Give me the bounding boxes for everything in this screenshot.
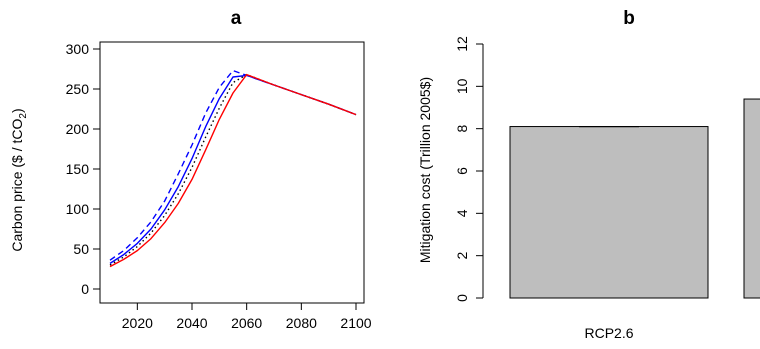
y-axis-label: Carbon price ($ / tCO2) [9,108,29,251]
y-tick-label: 8 [454,125,470,133]
series-line [109,73,357,268]
y-tick-label: 4 [454,209,470,217]
y-tick-label: 10 [454,78,470,94]
y-tick-label: 50 [73,241,89,257]
x-axis: 2020 2040 2060 2080 2100 [122,303,372,331]
y-tick-label: 150 [66,161,90,177]
x-tick-label: 2080 [286,315,317,331]
y-axis-label: Mitigation cost (Trillion 2005$) [417,77,433,263]
plot-frame [99,41,365,304]
category-label: RCP2.6 [584,325,633,341]
x-tick-label: 2100 [340,315,371,331]
chart-title: b [623,8,635,29]
series-lines [109,69,357,268]
bar-chart-panel: b 0 2 4 6 8 10 12 RCP2.6RCP2.6_PCF Mitigation … [417,8,760,341]
y-tick-label: 250 [66,81,90,97]
series-line [109,74,357,264]
bar [743,98,760,299]
y-tick-label: 0 [81,281,89,297]
y-axis: 0 2 4 6 8 10 12 [454,36,484,302]
y-tick-label: 300 [66,41,90,57]
x-tick-label: 2060 [231,315,262,331]
y-axis: 0 50 100 150 200 250 300 [66,41,100,297]
chart-title: a [231,8,242,29]
y-tick-label: 12 [454,36,470,52]
bars [509,98,760,299]
y-tick-label: 200 [66,121,90,137]
x-tick-label: 2020 [122,315,153,331]
x-axis-labels: RCP2.6RCP2.6_PCF [584,325,633,341]
series-line [109,73,357,266]
x-tick-label: 2040 [176,315,207,331]
y-tick-label: 2 [454,252,470,260]
bar [509,126,709,299]
y-tick-label: 0 [454,294,470,302]
y-tick-label: 6 [454,167,470,175]
series-line [109,69,357,261]
y-tick-label: 100 [66,201,90,217]
line-chart-panel: a 0 50 100 150 200 250 300 2020 2040 2060 2080 210… [9,8,372,331]
